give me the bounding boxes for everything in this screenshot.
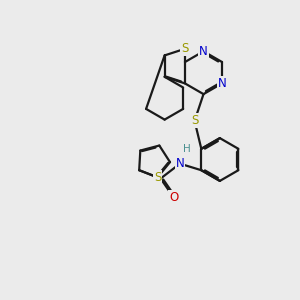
Text: O: O <box>169 191 178 204</box>
Text: N: N <box>199 45 208 58</box>
Text: N: N <box>218 77 226 90</box>
Text: S: S <box>181 42 189 55</box>
Text: S: S <box>191 114 198 128</box>
Text: N: N <box>176 157 184 170</box>
Text: S: S <box>154 171 161 184</box>
Text: H: H <box>183 144 190 154</box>
